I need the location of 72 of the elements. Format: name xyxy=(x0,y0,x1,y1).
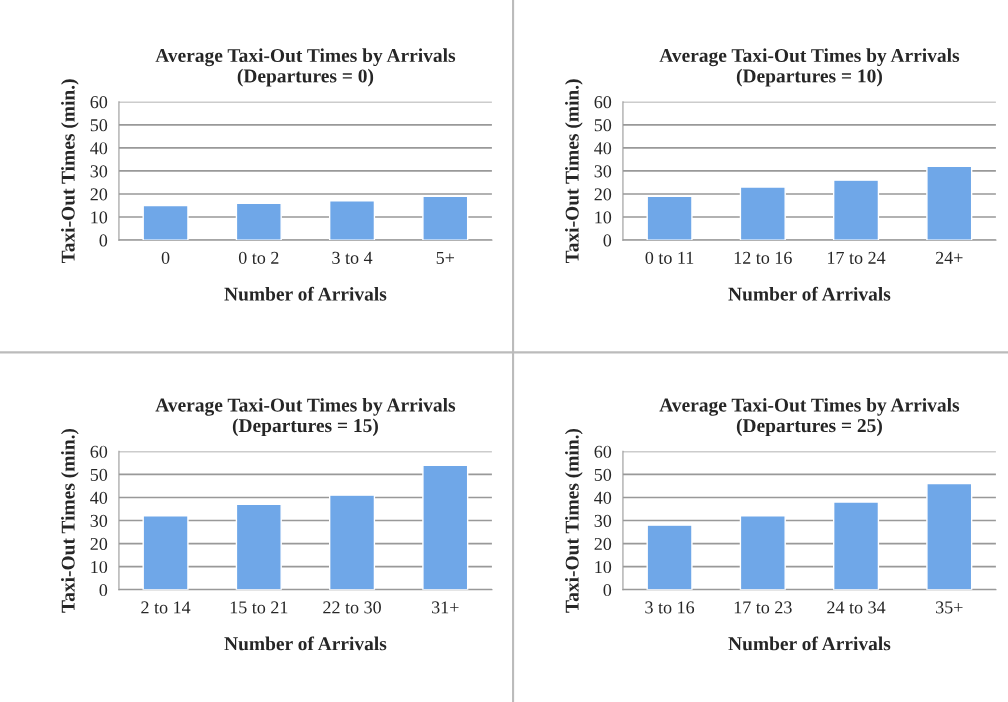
chart-title: Average Taxi-Out Times by Arrivals (Departures = 10) xyxy=(659,48,960,87)
bar xyxy=(328,200,376,241)
chart-title: Average Taxi-Out Times by Arrivals (Departures = 0) xyxy=(155,48,456,87)
y-tick-label: 30 xyxy=(90,165,108,178)
bar xyxy=(646,195,693,241)
y-tick-label: 0 xyxy=(99,583,108,597)
x-tick-label: 2 to 14 xyxy=(141,601,191,614)
y-tick-label: 60 xyxy=(594,445,612,458)
bar xyxy=(235,202,282,241)
y-tick-label: 50 xyxy=(90,468,108,481)
x-axis-title: Number of Arrivals xyxy=(224,286,387,301)
y-tick-label: 40 xyxy=(90,142,108,155)
y-tick-label: 10 xyxy=(91,560,108,574)
bar xyxy=(646,524,693,590)
bar xyxy=(739,515,786,590)
bar xyxy=(328,494,376,590)
y-tick-label: 0 xyxy=(99,234,108,247)
y-tick-label: 60 xyxy=(594,96,612,109)
bar xyxy=(926,165,973,241)
x-tick-label: 0 to 2 xyxy=(238,251,279,264)
x-axis-title: Number of Arrivals xyxy=(728,286,891,301)
chart-title: Average Taxi-Out Times by Arrivals (Departures = 15) xyxy=(155,397,456,437)
y-axis-title: Taxi-Out Times (min.) xyxy=(565,79,583,264)
x-tick-label: 3 to 4 xyxy=(332,251,373,264)
x-tick-label: 35+ xyxy=(936,601,963,614)
x-tick-label: 24 to 34 xyxy=(827,601,886,614)
y-tick-label: 30 xyxy=(594,165,612,178)
y-tick-label: 40 xyxy=(90,491,108,504)
x-tick-label: 0 xyxy=(161,251,170,264)
y-tick-label: 40 xyxy=(594,491,612,504)
y-tick-label: 10 xyxy=(595,211,612,224)
x-tick-label: 24+ xyxy=(935,251,963,264)
bar xyxy=(142,515,189,590)
y-tick-label: 10 xyxy=(91,211,108,224)
bar xyxy=(235,503,282,590)
x-tick-label: 17 to 23 xyxy=(734,601,792,614)
chart-title: Average Taxi-Out Times by Arrivals (Departures = 25) xyxy=(659,397,960,437)
y-tick-label: 60 xyxy=(90,96,108,109)
bar xyxy=(926,482,973,590)
y-tick-label: 0 xyxy=(603,234,612,247)
y-tick-label: 20 xyxy=(594,188,612,201)
bar xyxy=(739,186,786,241)
y-axis-title: Taxi-Out Times (min.) xyxy=(61,79,79,264)
y-tick-label: 0 xyxy=(603,583,612,597)
y-tick-label: 30 xyxy=(90,514,108,527)
y-tick-label: 20 xyxy=(90,537,108,551)
x-tick-label: 12 to 16 xyxy=(734,251,792,264)
bar xyxy=(832,501,880,590)
bar xyxy=(422,195,469,241)
y-tick-label: 30 xyxy=(594,514,612,527)
y-tick-label: 10 xyxy=(595,560,612,574)
bar xyxy=(832,179,880,241)
x-tick-label: 3 to 16 xyxy=(645,601,695,614)
y-axis-title: Taxi-Out Times (min.) xyxy=(61,428,79,613)
x-axis-title: Number of Arrivals xyxy=(224,636,387,651)
x-tick-label: 31+ xyxy=(432,601,459,614)
y-tick-label: 20 xyxy=(594,537,612,551)
y-tick-label: 50 xyxy=(90,119,108,132)
x-tick-label: 17 to 24 xyxy=(828,251,886,264)
x-tick-label: 5+ xyxy=(436,251,455,264)
bar xyxy=(422,464,469,590)
x-tick-label: 22 to 30 xyxy=(323,601,381,614)
x-tick-label: 0 to 11 xyxy=(645,251,694,264)
y-tick-label: 20 xyxy=(90,188,108,201)
y-tick-label: 40 xyxy=(594,142,612,155)
y-tick-label: 50 xyxy=(594,119,612,132)
y-tick-label: 50 xyxy=(594,468,612,481)
y-tick-label: 60 xyxy=(90,445,108,458)
x-axis-title: Number of Arrivals xyxy=(728,636,891,651)
y-axis-title: Taxi-Out Times (min.) xyxy=(565,428,583,613)
x-tick-label: 15 to 21 xyxy=(230,601,288,614)
bar xyxy=(142,204,189,241)
